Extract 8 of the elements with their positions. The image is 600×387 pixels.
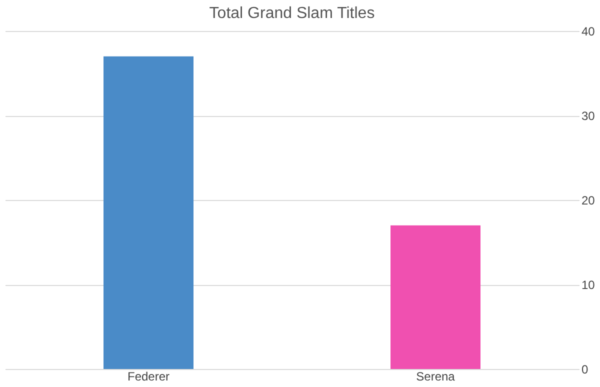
x-tick-label: Federer bbox=[127, 370, 170, 384]
y-tick-label: 30 bbox=[582, 109, 596, 123]
y-tick-label: 40 bbox=[582, 24, 596, 38]
x-tick-label: Serena bbox=[416, 370, 456, 384]
chart-title: Total Grand Slam Titles bbox=[209, 5, 375, 22]
y-tick-label: 0 bbox=[582, 362, 588, 376]
y-tick-label: 20 bbox=[582, 194, 596, 208]
y-tick-label: 10 bbox=[582, 278, 596, 292]
